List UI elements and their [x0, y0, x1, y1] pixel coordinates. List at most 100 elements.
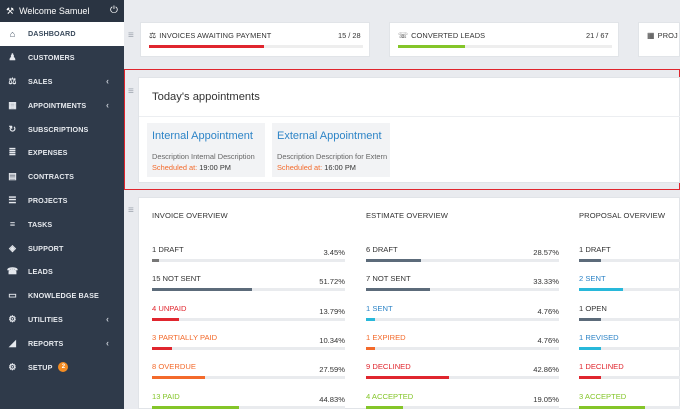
chevron-left-icon[interactable]: ‹: [106, 314, 110, 325]
appointment-description: Description Internal Description: [152, 152, 255, 161]
cog-icon: ⚙: [8, 361, 17, 372]
sidebar-item-label: KNOWLEDGE BASE: [28, 291, 99, 301]
sidebar-item-support[interactable]: ◈ SUPPORT: [0, 236, 124, 260]
overview-row-percent: 27.59%: [319, 365, 345, 375]
sidebar-item-setup[interactable]: ⚙ SETUP 2: [0, 355, 124, 379]
overview-row-label[interactable]: 4 ACCEPTED: [366, 391, 414, 401]
overview-row-label[interactable]: 1 OPEN: [579, 303, 607, 313]
overview-row[interactable]: 3 PARTIALLY PAID 10.34%: [152, 333, 345, 363]
drag-handle-icon[interactable]: ≡: [128, 86, 134, 97]
user-icon: ♟: [8, 52, 17, 63]
kpi-count: 15 / 28: [338, 31, 361, 40]
appointment-name[interactable]: Internal Appointment: [152, 130, 253, 142]
overview-row-label[interactable]: 13 PAID: [152, 391, 180, 401]
sidebar-item-leads[interactable]: ☎ LEADS: [0, 260, 124, 284]
sidebar-item-appointments[interactable]: ▦ APPOINTMENTS ‹: [0, 93, 124, 117]
sidebar-item-tasks[interactable]: ≡ TASKS: [0, 212, 124, 236]
sidebar-item-subscriptions[interactable]: ↻ SUBSCRIPTIONS: [0, 117, 124, 141]
overview-progress: [366, 288, 559, 292]
sidebar-item-knowledge-base[interactable]: ▭ KNOWLEDGE BASE: [0, 284, 124, 308]
overview-row[interactable]: 15 NOT SENT 51.72%: [152, 274, 345, 304]
scheduled-time: 19:00 PM: [199, 163, 231, 172]
overview-row-label[interactable]: 8 OVERDUE: [152, 362, 196, 372]
overview-row-label[interactable]: 2 SENT: [579, 274, 606, 284]
kpi-title: PROJ: [657, 31, 678, 40]
chevron-left-icon[interactable]: ‹: [106, 100, 110, 111]
overview-row-label[interactable]: 6 DRAFT: [366, 245, 398, 254]
overview-row[interactable]: 9 DECLINED 42.86%: [366, 362, 559, 392]
overview-row[interactable]: 6 DRAFT 28.57%: [366, 245, 559, 275]
overview-progress: [366, 346, 559, 350]
overview-row[interactable]: 13 PAID 44.83%: [152, 392, 345, 409]
overview-progress-fill: [579, 376, 601, 380]
kpi-progress: [149, 45, 363, 48]
overview-row[interactable]: 3 ACCEPTED: [579, 392, 680, 409]
ticket-icon: ◈: [8, 242, 17, 253]
overview-row[interactable]: 4 UNPAID 13.79%: [152, 304, 345, 334]
overview-row-label[interactable]: 1 EXPIRED: [366, 332, 406, 342]
overview-row-label[interactable]: 9 DECLINED: [366, 362, 411, 372]
overview-progress: [152, 259, 345, 262]
overview-row-label[interactable]: 1 REVISED: [579, 332, 619, 342]
sidebar-menu: ⌂ DASHBOARD ♟ CUSTOMERS ⚖ SALES ‹ ▦ APPOINTMENTS…: [0, 22, 124, 379]
overview-row-label[interactable]: 1 SENT: [366, 303, 393, 313]
overview-row-label[interactable]: 3 ACCEPTED: [579, 391, 627, 401]
sidebar-item-utilities[interactable]: ⚙ UTILITIES ‹: [0, 308, 124, 332]
chevron-left-icon[interactable]: ‹: [106, 338, 110, 349]
sidebar-item-customers[interactable]: ♟ CUSTOMERS: [0, 46, 124, 70]
overview-progress-fill: [366, 346, 376, 350]
overview-row-label[interactable]: 3 PARTIALLY PAID: [152, 332, 218, 342]
sidebar-item-expenses[interactable]: ≣ EXPENSES: [0, 141, 124, 165]
overview-row[interactable]: 7 NOT SENT 33.33%: [366, 274, 559, 304]
overview-row[interactable]: 1 SENT 4.76%: [366, 304, 559, 334]
overview-row-percent: 3.45%: [323, 248, 345, 257]
drag-handle-icon[interactable]: ≡: [128, 205, 134, 216]
sidebar-item-label: SALES: [28, 76, 53, 86]
overview-row[interactable]: 2 SENT: [579, 274, 680, 304]
overview-row[interactable]: 1 DRAFT: [579, 245, 680, 275]
tty-icon: ☏: [398, 31, 409, 40]
sidebar-item-contracts[interactable]: ▤ CONTRACTS: [0, 165, 124, 189]
sidebar-item-sales[interactable]: ⚖ SALES ‹: [0, 70, 124, 94]
appointment-name[interactable]: External Appointment: [277, 130, 382, 142]
sidebar-item-label: CUSTOMERS: [28, 53, 75, 63]
area-chart-icon: ◢: [8, 337, 17, 348]
overview-row-percent: 33.33%: [533, 277, 559, 287]
overview-progress: [579, 259, 680, 262]
overview-progress: [366, 405, 559, 409]
overview-row-label[interactable]: 1 DECLINED: [579, 362, 624, 372]
drag-handle-icon[interactable]: ≡: [128, 30, 134, 41]
overview-row[interactable]: 1 DECLINED: [579, 362, 680, 392]
power-icon[interactable]: ⏻: [110, 5, 118, 16]
file-text-icon: ≣: [8, 147, 17, 158]
kpi-card-projects: ▦ PROJ: [638, 22, 680, 57]
overview-row-label[interactable]: 1 DRAFT: [579, 245, 611, 254]
overview-row[interactable]: 1 REVISED: [579, 333, 680, 363]
overview-progress-fill: [152, 317, 179, 321]
appointment-item[interactable]: Internal Appointment Description Interna…: [147, 123, 265, 177]
sidebar-item-projects[interactable]: ☰ PROJECTS: [0, 189, 124, 213]
sidebar-item-label: SETUP: [28, 362, 53, 372]
bars-icon: ☰: [8, 194, 17, 205]
sidebar-item-reports[interactable]: ◢ REPORTS ‹: [0, 331, 124, 355]
overview-row[interactable]: 4 ACCEPTED 19.05%: [366, 392, 559, 409]
overview-row-percent: 42.86%: [533, 365, 559, 375]
overview-row-label[interactable]: 7 NOT SENT: [366, 274, 411, 284]
overview-row-percent: 19.05%: [533, 394, 559, 404]
chevron-left-icon[interactable]: ‹: [106, 76, 110, 87]
overview-row-label[interactable]: 15 NOT SENT: [152, 274, 201, 284]
overview-row[interactable]: 1 OPEN: [579, 304, 680, 334]
overview-row-label[interactable]: 4 UNPAID: [152, 303, 187, 313]
sidebar-item-label: EXPENSES: [28, 148, 68, 158]
overview-progress-fill: [366, 317, 376, 321]
refresh-icon: ↻: [8, 123, 17, 134]
sidebar-item-dashboard[interactable]: ⌂ DASHBOARD: [0, 22, 124, 46]
appointment-item[interactable]: External Appointment Description Descrip…: [272, 123, 390, 177]
overview-row[interactable]: 8 OVERDUE 27.59%: [152, 362, 345, 392]
kpi-count: 21 / 67: [586, 31, 609, 40]
sidebar-item-label: APPOINTMENTS: [28, 100, 87, 110]
overview-row[interactable]: 1 DRAFT 3.45%: [152, 245, 345, 275]
overview-row-label[interactable]: 1 DRAFT: [152, 245, 184, 254]
tty-icon: ☎: [6, 266, 19, 277]
overview-row[interactable]: 1 EXPIRED 4.76%: [366, 333, 559, 363]
